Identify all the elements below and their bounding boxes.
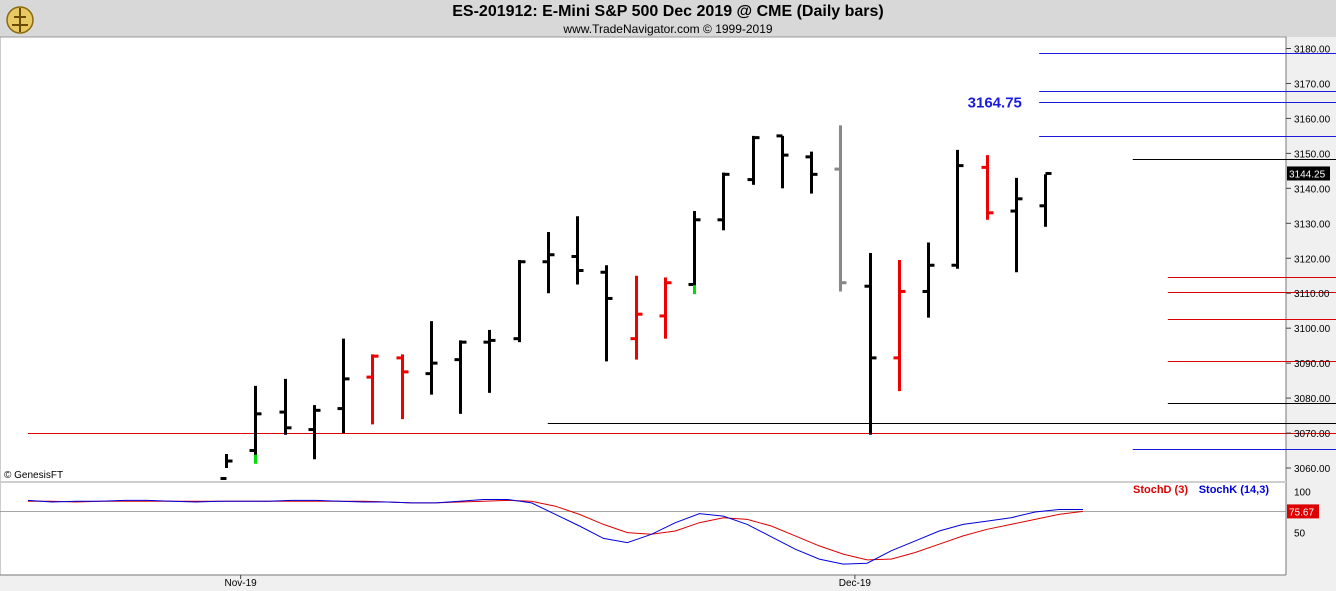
ohlc-bar bbox=[1010, 177, 1023, 273]
ohlc-bar bbox=[834, 125, 847, 292]
ohlc-bar bbox=[308, 405, 321, 460]
price-tick-label: 3140.00 bbox=[1294, 184, 1331, 195]
price-tick-label: 3090.00 bbox=[1294, 359, 1331, 370]
ohlc-bar bbox=[337, 338, 350, 434]
price-tick-label: 3110.00 bbox=[1294, 289, 1330, 300]
stoch-d-line bbox=[28, 499, 1084, 561]
last-price-marker bbox=[1287, 166, 1330, 181]
stoch-tick-label: 100 bbox=[1294, 487, 1311, 498]
ohlc-bar bbox=[893, 260, 906, 392]
ohlc-bar bbox=[483, 329, 496, 393]
price-tick-label: 3100.00 bbox=[1294, 324, 1331, 335]
price-tick-label: 3180.00 bbox=[1294, 44, 1331, 55]
stoch-k-legend: StochK (14,3) bbox=[1199, 484, 1270, 496]
level-label: 3164.75 bbox=[968, 95, 1022, 112]
ohlc-bar bbox=[396, 354, 409, 420]
tradenavigator-logo-icon bbox=[6, 6, 34, 34]
ohlc-bar bbox=[220, 454, 233, 481]
ohlc-bar bbox=[425, 321, 438, 395]
stoch-value-label: 75.67 bbox=[1289, 507, 1314, 518]
time-axis-panel bbox=[0, 575, 1336, 591]
price-tick-label: 3080.00 bbox=[1294, 394, 1331, 405]
ohlc-bar bbox=[542, 232, 555, 294]
ohlc-bar bbox=[571, 216, 584, 285]
ohlc-bar bbox=[981, 155, 994, 220]
stoch-d-legend: StochD (3) bbox=[1133, 484, 1188, 496]
ohlc-bar bbox=[279, 378, 292, 435]
stoch-value-marker bbox=[1287, 504, 1319, 519]
price-tick-label: 3130.00 bbox=[1294, 219, 1331, 230]
copyright-label: © GenesisFT bbox=[4, 470, 63, 481]
ohlc-bar bbox=[747, 135, 760, 185]
ohlc-bar bbox=[864, 253, 877, 435]
ohlc-bar bbox=[513, 260, 526, 343]
ohlc-bar bbox=[630, 275, 643, 360]
ohlc-bar bbox=[717, 172, 730, 231]
stoch-k-line bbox=[27, 499, 1083, 565]
price-tick-label: 3150.00 bbox=[1294, 149, 1331, 160]
time-tick-label: Nov-19 bbox=[225, 578, 258, 589]
last-price-label: 3144.25 bbox=[1289, 169, 1326, 180]
plot-area bbox=[0, 36, 1287, 576]
chart-subtitle: www.TradeNavigator.com © 1999-2019 bbox=[563, 22, 773, 36]
ohlc-bar bbox=[454, 340, 467, 414]
ohlc-bar bbox=[688, 211, 701, 295]
ohlc-bar bbox=[1039, 171, 1052, 227]
ohlc-bar bbox=[951, 149, 964, 269]
ohlc-bar bbox=[805, 151, 818, 194]
ohlc-bar bbox=[600, 265, 613, 362]
price-tick-label: 3070.00 bbox=[1294, 429, 1331, 440]
ohlc-bar bbox=[249, 385, 262, 464]
price-tick-label: 3060.00 bbox=[1294, 464, 1331, 475]
stoch-tick-label: 50 bbox=[1294, 529, 1306, 540]
ohlc-bar bbox=[922, 242, 935, 318]
price-tick-label: 3120.00 bbox=[1294, 254, 1331, 265]
price-tick-label: 3170.00 bbox=[1294, 79, 1331, 90]
ohlc-bar bbox=[776, 134, 789, 189]
time-tick-label: Dec-19 bbox=[839, 578, 872, 589]
chart-title: ES-201912: E-Mini S&P 500 Dec 2019 @ CME… bbox=[452, 3, 884, 20]
price-axis-panel bbox=[1286, 37, 1336, 591]
ohlc-bar bbox=[659, 277, 672, 339]
title-bar bbox=[0, 0, 1336, 37]
ohlc-bar bbox=[366, 354, 379, 425]
price-tick-label: 3160.00 bbox=[1294, 114, 1331, 125]
